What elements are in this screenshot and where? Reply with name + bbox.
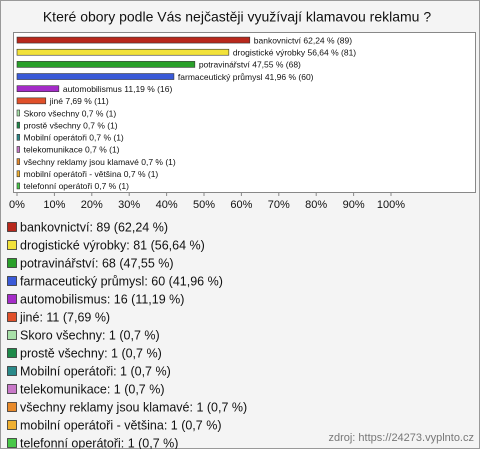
legend-swatch xyxy=(7,294,17,304)
x-tick-label: 100% xyxy=(377,199,405,211)
legend-swatch xyxy=(7,222,17,232)
bar-label: drogistické výrobky 56,64 % (81) xyxy=(233,47,356,57)
x-tick-label: 50% xyxy=(193,199,215,211)
bar xyxy=(16,36,251,44)
legend-label: potravinářství: 68 (47,55 %) xyxy=(20,256,174,270)
bar xyxy=(16,158,20,165)
x-tick-label: 0% xyxy=(9,199,25,211)
legend-label: jiné: 11 (7,69 %) xyxy=(19,310,110,324)
x-tick-label: 20% xyxy=(81,199,103,211)
legend-swatch xyxy=(7,258,17,268)
bar xyxy=(16,121,20,129)
bar-label: prostě všechny 0,7 % (1) xyxy=(24,120,118,130)
legend-swatch xyxy=(7,312,17,322)
legend-swatch xyxy=(7,420,17,430)
bar-label: potravinářství 47,55 % (68) xyxy=(199,60,301,70)
bar xyxy=(16,182,20,190)
bar-label: telekomunikace 0,7 % (1) xyxy=(24,145,120,155)
legend-swatch xyxy=(7,438,17,448)
plot-area xyxy=(13,32,476,193)
legend-swatch xyxy=(7,240,17,250)
legend-label: všechny reklamy jsou klamavé: 1 (0,7 %) xyxy=(20,400,247,414)
x-tick-label: 10% xyxy=(43,199,65,211)
bar-label: všechny reklamy jsou klamavé 0,7 % (1) xyxy=(24,157,176,167)
bar-label: Mobilní operátoři 0,7 % (1) xyxy=(24,133,124,143)
bar-label: mobilní operátoři - většina 0,7 % (1) xyxy=(24,169,159,179)
legend-swatch xyxy=(7,348,17,358)
legend-swatch xyxy=(7,276,17,286)
x-tick-label: 70% xyxy=(268,199,290,211)
bar-label: Skoro všechny 0,7 % (1) xyxy=(24,108,117,118)
bar xyxy=(16,146,20,153)
bar-label: bankovnictví 62,24 % (89) xyxy=(254,35,352,45)
x-tick-label: 40% xyxy=(156,199,178,211)
x-tick-label: 90% xyxy=(343,199,365,211)
x-tick-label: 80% xyxy=(305,199,327,211)
bar-label: automobilismus 11,19 % (16) xyxy=(63,84,173,94)
bar xyxy=(16,97,47,105)
source: zdroj: https://24273.vyplnto.cz xyxy=(328,432,474,444)
bar-label: farmaceutický průmysl 41,96 % (60) xyxy=(178,72,314,82)
bar xyxy=(16,48,230,56)
bar-label: telefonní operátoři 0,7 % (1) xyxy=(24,181,130,191)
bar-label: jiné 7,69 % (11) xyxy=(49,96,109,106)
legend-swatch xyxy=(7,330,17,340)
legend-label: Skoro všechny: 1 (0,7 %) xyxy=(20,328,160,342)
legend-label: drogistické výrobky: 81 (56,64 %) xyxy=(20,238,205,252)
legend-label: telefonní operátoři: 1 (0,7 %) xyxy=(20,436,178,449)
legend-label: mobilní operátoři - většina: 1 (0,7 %) xyxy=(20,418,221,432)
legend-label: Mobilní operátoři: 1 (0,7 %) xyxy=(20,364,171,378)
legend-label: farmaceutický průmysl: 60 (41,96 %) xyxy=(20,274,223,288)
bar xyxy=(16,73,175,80)
legend-swatch xyxy=(7,366,17,376)
bar xyxy=(16,134,20,141)
legend-swatch xyxy=(7,384,17,394)
x-tick-label: 60% xyxy=(230,199,252,211)
bar xyxy=(16,109,20,117)
legend-label: telekomunikace: 1 (0,7 %) xyxy=(20,382,165,396)
legend-label: automobilismus: 16 (11,19 %) xyxy=(20,292,184,306)
chart-title: Které obory podle Vás nejčastěji využíva… xyxy=(43,9,432,25)
bar xyxy=(16,85,60,92)
bar xyxy=(16,61,196,68)
legend-swatch xyxy=(7,402,17,412)
bar xyxy=(16,170,20,178)
legend-label: bankovnictví: 89 (62,24 %) xyxy=(20,220,168,234)
x-tick-label: 30% xyxy=(118,199,140,211)
legend-label: prostě všechny: 1 (0,7 %) xyxy=(20,346,162,360)
